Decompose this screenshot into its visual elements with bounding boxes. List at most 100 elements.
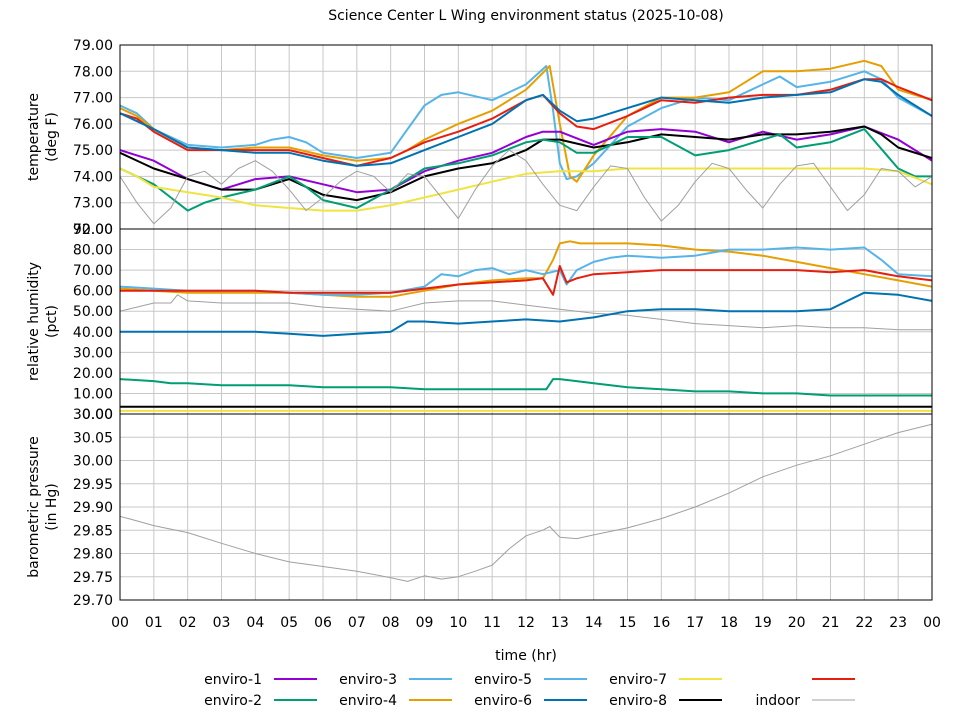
x-tick-label: 02 bbox=[179, 615, 197, 631]
x-tick-label: 13 bbox=[551, 615, 569, 631]
y-axis-label: (pct) bbox=[44, 305, 60, 338]
y-tick-label: 74.00 bbox=[73, 169, 113, 185]
legend-item: enviro-2 bbox=[204, 693, 317, 709]
series-line-red bbox=[120, 265, 932, 296]
legend-item: enviro-8 bbox=[609, 693, 722, 709]
legend-item: enviro-6 bbox=[474, 693, 587, 709]
y-axis-label: (deg F) bbox=[44, 112, 60, 162]
y-tick-label: 10.00 bbox=[73, 386, 113, 402]
series-line-enviro-6 bbox=[120, 78, 932, 167]
y-tick-label: 73.00 bbox=[73, 196, 113, 212]
y-tick-label-top: 30.00 bbox=[73, 407, 113, 423]
x-tick-label: 12 bbox=[517, 615, 535, 631]
legend-label: enviro-7 bbox=[609, 672, 667, 688]
x-tick-label: 07 bbox=[348, 615, 366, 631]
y-tick-label: 30.05 bbox=[73, 430, 113, 446]
x-tick-label: 01 bbox=[145, 615, 163, 631]
legend-label: enviro-4 bbox=[339, 693, 397, 709]
temperature-series-group bbox=[120, 59, 932, 225]
series-line-enviro-2 bbox=[120, 128, 932, 212]
series-line-enviro-4 bbox=[120, 59, 932, 183]
y-axis-label: barometric pressure bbox=[26, 436, 42, 577]
legend-label: enviro-1 bbox=[204, 672, 262, 688]
x-tick-label: 17 bbox=[686, 615, 704, 631]
legend-label: enviro-3 bbox=[339, 672, 397, 688]
y-tick-label: 30.00 bbox=[73, 454, 113, 470]
legend-item: indoor bbox=[755, 693, 855, 709]
x-tick-label: 04 bbox=[246, 615, 264, 631]
y-tick-label: 80.00 bbox=[73, 243, 113, 259]
series-line-indoor bbox=[120, 294, 932, 331]
chart-title: Science Center L Wing environment status… bbox=[328, 8, 724, 24]
x-tick-label: 00 bbox=[923, 615, 941, 631]
x-tick-label: 15 bbox=[619, 615, 637, 631]
y-tick-label: 75.00 bbox=[73, 143, 113, 159]
y-axis-label: temperature bbox=[26, 93, 42, 181]
series-line-indoor bbox=[120, 149, 932, 225]
x-axis: 00 01 02 03 04 05 06 07 08 09 10 11 12 13 14 15 16 17 18 19… bbox=[111, 615, 941, 631]
relative-humidity-series-group bbox=[120, 240, 932, 412]
x-tick-label: 20 bbox=[788, 615, 806, 631]
series-line-enviro-6 bbox=[120, 291, 932, 337]
y-tick-label: 70.00 bbox=[73, 263, 113, 279]
legend-label: enviro-5 bbox=[474, 672, 532, 688]
x-tick-label: 09 bbox=[416, 615, 434, 631]
legend: enviro-1 enviro-2 enviro-3 enviro-4 enviro-5… bbox=[204, 672, 855, 709]
y-tick-label: 60.00 bbox=[73, 284, 113, 300]
x-tick-label: 23 bbox=[889, 615, 907, 631]
y-tick-label-bottom: 0.00 bbox=[82, 407, 113, 423]
legend-item: enviro-1 bbox=[204, 672, 317, 688]
y-tick-label: 29.95 bbox=[73, 477, 113, 493]
x-tick-label: 03 bbox=[213, 615, 231, 631]
y-tick-label: 30.00 bbox=[73, 345, 113, 361]
y-tick-label: 79.00 bbox=[73, 38, 113, 54]
y-tick-label: 77.00 bbox=[73, 91, 113, 107]
y-axis-label: (in Hg) bbox=[44, 483, 60, 531]
relative-humidity-panel: 10.00 20.00 30.00 40.00 50.00 60.00 70.00 80.00… bbox=[26, 222, 933, 423]
x-tick-label: 22 bbox=[855, 615, 873, 631]
barometric-pressure-series-group bbox=[120, 423, 932, 582]
y-tick-label: 20.00 bbox=[73, 366, 113, 382]
chart-panels: 73.00 74.00 75.00 76.00 77.00 78.00 79.00 72.00… bbox=[26, 38, 933, 609]
x-tick-label: 21 bbox=[822, 615, 840, 631]
x-axis-label: time (hr) bbox=[495, 648, 557, 664]
x-tick-label: 00 bbox=[111, 615, 129, 631]
y-tick-label: 29.85 bbox=[73, 523, 113, 539]
legend-label: enviro-6 bbox=[474, 693, 532, 709]
legend-label: enviro-8 bbox=[609, 693, 667, 709]
series-line-enviro-2 bbox=[120, 378, 932, 397]
x-tick-label: 14 bbox=[585, 615, 603, 631]
series-line-indoor bbox=[120, 423, 932, 582]
barometric-pressure-frame bbox=[119, 413, 933, 601]
series-line-enviro-7 bbox=[120, 167, 932, 212]
y-axis-label: relative humidity bbox=[26, 262, 42, 381]
barometric-pressure-panel: 29.70 29.75 29.80 29.85 29.90 29.95 30.00 30.05… bbox=[26, 407, 933, 609]
y-tick-label: 76.00 bbox=[73, 117, 113, 133]
y-tick-label: 29.80 bbox=[73, 547, 113, 563]
y-tick-label: 29.90 bbox=[73, 500, 113, 516]
x-tick-label: 06 bbox=[314, 615, 332, 631]
legend-item: enviro-5 bbox=[474, 672, 587, 688]
x-tick-label: 18 bbox=[720, 615, 738, 631]
y-tick-label: 78.00 bbox=[73, 64, 113, 80]
x-tick-label: 19 bbox=[754, 615, 772, 631]
x-tick-label: 11 bbox=[483, 615, 501, 631]
series-line-enviro-1 bbox=[120, 125, 932, 194]
y-tick-label: 29.70 bbox=[73, 593, 113, 609]
y-tick-label: 90.00 bbox=[73, 222, 113, 238]
x-tick-label: 08 bbox=[382, 615, 400, 631]
y-tick-label: 40.00 bbox=[73, 325, 113, 341]
x-tick-label: 16 bbox=[652, 615, 670, 631]
legend-label: enviro-2 bbox=[204, 693, 262, 709]
legend-label: indoor bbox=[755, 693, 800, 709]
x-tick-label: 05 bbox=[280, 615, 298, 631]
y-tick-label-bottom: 72.00 bbox=[73, 222, 113, 238]
x-tick-label: 10 bbox=[449, 615, 467, 631]
temperature-panel: 73.00 74.00 75.00 76.00 77.00 78.00 79.00 72.00… bbox=[26, 38, 933, 238]
series-line-enviro-5 bbox=[120, 65, 932, 181]
y-tick-label: 50.00 bbox=[73, 304, 113, 320]
legend-item: enviro-4 bbox=[339, 693, 452, 709]
y-tick-label: 29.75 bbox=[73, 570, 113, 586]
